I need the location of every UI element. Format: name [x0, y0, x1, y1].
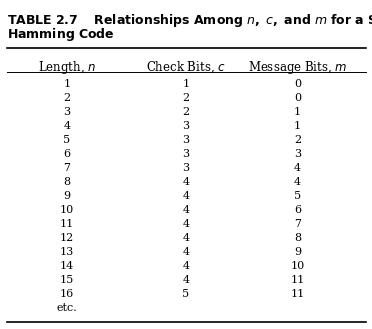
Text: 1: 1	[63, 79, 71, 89]
Text: 7: 7	[64, 163, 70, 173]
Text: 8: 8	[63, 177, 71, 187]
Text: 2: 2	[182, 107, 190, 117]
Text: 16: 16	[60, 289, 74, 299]
Text: 13: 13	[60, 247, 74, 257]
Text: 3: 3	[182, 149, 190, 159]
Text: 3: 3	[182, 163, 190, 173]
Text: 7: 7	[294, 219, 301, 229]
Text: 6: 6	[294, 205, 301, 215]
Text: Message Bits, $\it{m}$: Message Bits, $\it{m}$	[248, 59, 347, 76]
Text: 5: 5	[294, 191, 301, 201]
Text: 11: 11	[291, 275, 305, 285]
Text: 4: 4	[182, 233, 190, 243]
Text: 1: 1	[294, 107, 301, 117]
Text: 8: 8	[294, 233, 301, 243]
Text: 1: 1	[182, 79, 190, 89]
Text: 5: 5	[63, 135, 71, 145]
Text: etc.: etc.	[57, 303, 77, 313]
Text: 4: 4	[63, 121, 71, 131]
Text: 9: 9	[294, 247, 301, 257]
Text: 10: 10	[291, 261, 305, 271]
Text: 4: 4	[182, 247, 190, 257]
Text: 9: 9	[63, 191, 71, 201]
Text: 4: 4	[182, 261, 190, 271]
Text: 5: 5	[182, 289, 190, 299]
Text: 6: 6	[63, 149, 71, 159]
Text: 0: 0	[294, 79, 301, 89]
Text: 4: 4	[182, 205, 190, 215]
Text: 4: 4	[182, 177, 190, 187]
Text: 2: 2	[294, 135, 301, 145]
Text: 3: 3	[63, 107, 71, 117]
Text: 14: 14	[60, 261, 74, 271]
Text: 4: 4	[294, 163, 301, 173]
Text: $\bf{TABLE\ 2.7\ \ \ \ Relationships\ Among\ }$$\mathbf{\it{n}}$$\bf{,\ }$$\math: $\bf{TABLE\ 2.7\ \ \ \ Relationships\ Am…	[7, 12, 372, 29]
Text: 3: 3	[182, 135, 190, 145]
Text: Length, $\it{n}$: Length, $\it{n}$	[38, 59, 96, 76]
Text: 0: 0	[294, 93, 301, 103]
Text: 3: 3	[182, 121, 190, 131]
Text: $\bf{Hamming\ Code}$: $\bf{Hamming\ Code}$	[7, 26, 115, 43]
Text: 4: 4	[182, 275, 190, 285]
Text: 4: 4	[182, 191, 190, 201]
Text: 10: 10	[60, 205, 74, 215]
Text: 2: 2	[63, 93, 71, 103]
Text: 11: 11	[291, 289, 305, 299]
Text: 12: 12	[60, 233, 74, 243]
Text: 3: 3	[294, 149, 301, 159]
Text: 1: 1	[294, 121, 301, 131]
Text: 11: 11	[60, 219, 74, 229]
Text: 2: 2	[182, 93, 190, 103]
Text: 15: 15	[60, 275, 74, 285]
Text: 4: 4	[182, 219, 190, 229]
Text: Check Bits, $\it{c}$: Check Bits, $\it{c}$	[146, 59, 226, 75]
Text: 4: 4	[294, 177, 301, 187]
